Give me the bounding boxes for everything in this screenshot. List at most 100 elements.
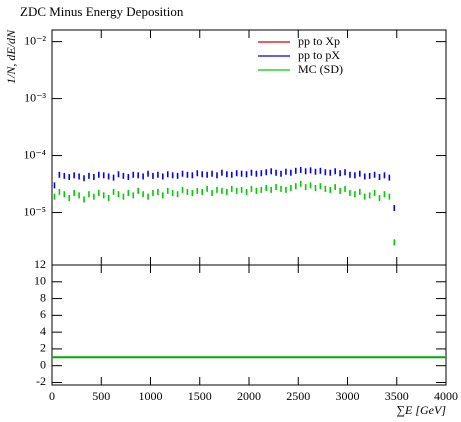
data-point [78,192,80,199]
data-point [354,172,356,179]
data-point [122,172,125,179]
data-point [354,191,356,198]
data-point [294,167,297,174]
data-point [186,171,189,178]
data-point [216,186,218,193]
data-point [226,171,228,178]
data-point [378,174,381,181]
data-point [329,186,332,193]
data-point [388,174,391,181]
data-point [359,170,361,177]
data-point [78,173,80,180]
data-point [216,172,218,179]
data-point [137,187,139,194]
data-point [186,188,189,195]
x-tick-label: 2000 [237,389,261,403]
data-point [235,170,238,177]
data-point [314,184,317,191]
data-point [196,170,199,177]
y-tick-label: 10⁻² [24,33,46,47]
data-point [68,174,71,181]
data-point [147,170,149,177]
y-tick-label: 6 [40,307,46,321]
data-point [53,193,56,200]
data-point [324,185,327,192]
data-point [339,170,341,177]
data-point [275,184,277,191]
data-point [314,168,317,175]
data-point [309,167,312,174]
upper-frame [51,29,447,266]
data-point [230,171,233,178]
data-point [221,169,223,176]
data-point [290,169,292,176]
data-point [152,172,154,179]
x-tick-label: 1500 [188,389,212,403]
data-point [230,185,233,192]
data-point [137,172,139,179]
data-point [349,171,351,178]
data-point [83,175,85,182]
data-point [368,172,371,179]
y-tick-label: 8 [40,290,46,304]
y-tick-label: 10⁻³ [24,90,46,104]
data-point [132,171,135,178]
data-point [393,205,396,212]
data-point [245,171,248,178]
data-point [211,170,213,177]
data-point [191,172,194,179]
y-tick-label: 4 [40,324,46,338]
data-point [147,193,149,200]
data-point [93,174,95,181]
data-point [58,171,61,178]
data-point [363,193,366,200]
legend-label: MC (SD) [298,62,343,76]
y-tick-label: 10⁻⁴ [23,147,46,161]
data-point [171,190,174,197]
data-point [157,171,159,178]
data-point [127,174,130,181]
data-point [83,196,85,203]
data-point [122,193,125,200]
x-tick-label: 4000 [434,389,458,403]
data-point [378,194,381,201]
data-point [250,169,253,176]
data-point [102,192,105,199]
data-point [294,183,297,190]
data-point [373,190,376,197]
data-point [107,173,110,180]
x-tick-label: 500 [92,389,110,403]
data-point [102,172,105,179]
data-point [117,171,120,178]
y-tick-label: 0 [40,357,46,371]
data-point [383,172,386,179]
data-point [304,184,307,191]
x-tick-label: 1000 [139,389,163,403]
data-point [58,188,61,195]
data-point [107,194,110,201]
data-point [368,192,371,199]
data-point [127,190,130,197]
data-point [176,172,179,179]
data-point [93,193,95,200]
data-point [260,186,263,193]
data-point [142,173,144,180]
data-point [152,190,154,197]
data-point [211,190,213,197]
y-tick-label: -2 [36,374,46,388]
data-point [226,188,228,195]
chart-title: ZDC Minus Energy Deposition [20,4,184,19]
data-point [344,169,346,176]
data-point [112,188,115,195]
data-point [255,170,258,177]
data-point [171,172,174,179]
data-point [319,167,322,174]
data-point [97,171,100,178]
data-point [265,184,268,191]
y-tick-label: 10⁻⁵ [23,204,46,218]
data-point [181,170,184,177]
data-point [275,169,277,176]
data-point [363,173,366,180]
data-point [334,184,336,191]
